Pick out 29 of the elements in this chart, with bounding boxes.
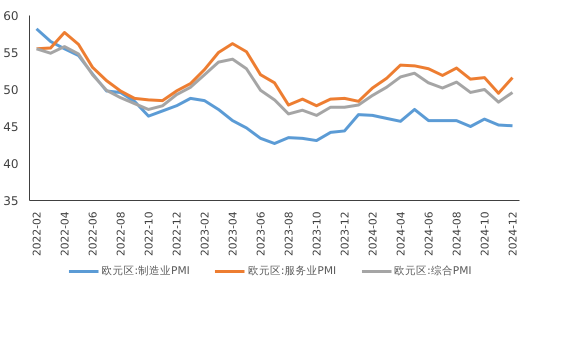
x-tick-label: 2023-10 [310,211,324,256]
line-series [35,45,514,117]
y-tick-label: 60 [3,9,19,23]
x-tick-label: 2024-04 [394,211,408,256]
x-tick-label: 2022-12 [170,211,184,256]
x-tick-label: 2023-08 [282,211,296,256]
x-tick-label: 2024-12 [506,211,520,256]
x-tick-label: 2022-10 [142,211,156,256]
x-tick-label: 2023-06 [254,211,268,256]
line-series [35,31,514,108]
x-tick-label: 2022-04 [58,211,72,256]
x-tick-label: 2023-12 [338,211,352,256]
x-tick-label: 2022-02 [30,211,44,256]
y-tick-label: 55 [3,46,19,60]
x-tick-label: 2023-04 [226,211,240,256]
y-tick-label: 40 [3,157,19,171]
legend-label: 欧元区:综合PMI [394,264,472,278]
x-tick-label: 2024-10 [478,211,492,256]
y-tick-label: 35 [3,194,19,208]
legend-label: 欧元区:服务业PMI [248,264,336,278]
x-tick-label: 2023-02 [198,211,212,256]
x-tick-label: 2024-06 [422,211,436,256]
y-tick-label: 50 [3,83,19,97]
x-tick-label: 2022-06 [86,211,100,256]
x-tick-label: 2024-02 [366,211,380,256]
legend-label: 欧元区:制造业PMI [101,264,190,278]
x-tick-label: 2022-08 [114,211,128,256]
x-tick-label: 2024-08 [450,211,464,256]
y-tick-label: 45 [3,120,19,134]
